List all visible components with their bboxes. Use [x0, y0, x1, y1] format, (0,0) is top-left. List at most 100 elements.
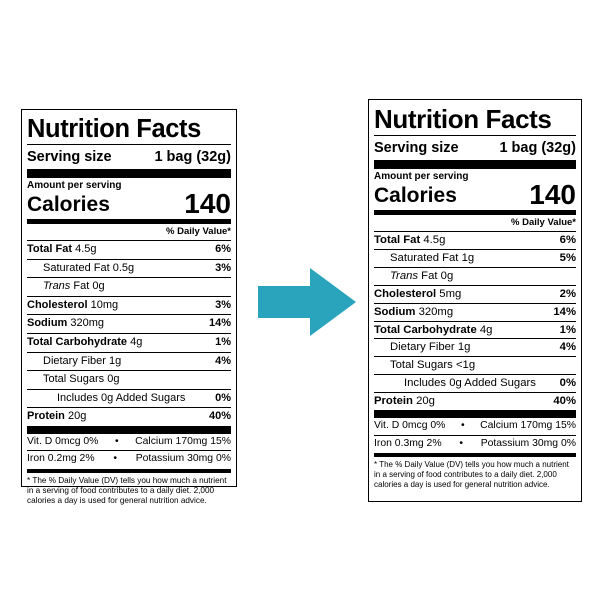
divider-thick: [27, 169, 231, 178]
nutrient-name: Total Fat: [374, 234, 421, 246]
nutrient-name: Protein: [27, 410, 65, 423]
daily-value-header: % Daily Value*: [374, 215, 576, 232]
divider-thick: [374, 410, 576, 419]
nutrient-name: Saturated Fat: [390, 251, 459, 264]
nutrient-dv: 6%: [215, 243, 231, 255]
bullet-separator: •: [113, 453, 117, 465]
vitamin-b: Potassium 30mg 0%: [135, 453, 231, 465]
nutrient-amount: 320mg: [70, 317, 105, 330]
nutrient-amount: 4.5g: [423, 234, 446, 246]
nutrient-amount: 1g: [457, 341, 471, 354]
nutrient-name: Protein: [374, 395, 413, 408]
nutrient-row-protein: Protein 20g 40%: [27, 408, 231, 426]
nutrient-amount: <1g: [455, 359, 476, 372]
nutrient-name: Dietary Fiber: [390, 341, 455, 354]
daily-value-header: % Daily Value*: [27, 224, 231, 241]
nutrient-row-total-sugars: Total Sugars 0g: [27, 371, 231, 390]
nutrient-name: Sodium: [374, 305, 416, 318]
calories-label: Calories: [374, 184, 457, 207]
vitamin-row: Iron 0.3mg 2% • Potassium 30mg 0%: [374, 436, 576, 453]
nutrient-name: Includes 0g Added Sugars: [57, 391, 186, 404]
vitamin-b: Calcium 170mg 15%: [480, 420, 576, 432]
footnote: * The % Daily Value (DV) tells you how m…: [374, 460, 569, 490]
nutrient-dv: 4%: [559, 341, 576, 354]
nutrient-name: Cholesterol: [27, 298, 88, 311]
divider-medium: [27, 468, 231, 473]
nutrient-amount: 320mg: [418, 305, 454, 318]
vitamin-row: Iron 0.2mg 2% • Potassium 30mg 0%: [27, 451, 231, 468]
nutrient-name-rest: Fat: [418, 269, 438, 282]
vitamin-row: Vit. D 0mcg 0% • Calcium 170mg 15%: [374, 418, 576, 436]
nutrient-dv: 0%: [215, 391, 231, 404]
nutrient-row-sodium: Sodium 320mg 14%: [27, 315, 231, 334]
nutrient-dv: 0%: [559, 377, 576, 390]
nutrient-row-protein: Protein 20g 40%: [374, 393, 576, 410]
divider-thick: [27, 425, 231, 434]
nutrient-amount: 20g: [416, 395, 435, 408]
nutrient-row-total-carbohydrate: Total Carbohydrate 4g 1%: [374, 322, 576, 340]
nutrient-name: Trans: [390, 269, 419, 282]
nutrient-amount: 10mg: [90, 298, 119, 311]
nutrient-row-total-fat: Total Fat 4.5g 6%: [374, 232, 576, 250]
nutrient-row-total-sugars: Total Sugars <1g: [374, 357, 576, 376]
serving-size-label: Serving size: [374, 140, 459, 156]
nutrient-name: Total Sugars: [43, 373, 105, 386]
divider-medium: [27, 219, 231, 224]
nutrient-amount: 0g: [92, 280, 105, 293]
vitamin-b: Potassium 30mg 0%: [480, 437, 576, 449]
calories-value: 140: [184, 188, 231, 219]
nutrition-label-before: Nutrition Facts Serving size 1 bag (32g)…: [21, 109, 237, 505]
nutrient-row-added-sugars: Includes 0g Added Sugars 0%: [27, 390, 231, 409]
nutrient-row-added-sugars: Includes 0g Added Sugars 0%: [374, 375, 576, 394]
vitamin-row: Vit. D 0mcg 0% • Calcium 170mg 15%: [27, 434, 231, 452]
nutrient-amount: 0g: [440, 269, 454, 282]
nutrient-dv: 4%: [215, 354, 231, 367]
nutrient-row-dietary-fiber: Dietary Fiber 1g 4%: [374, 339, 576, 358]
nutrient-dv: 6%: [559, 234, 576, 246]
nutrient-dv: 1%: [215, 335, 231, 348]
nutrient-amount: 0g: [107, 373, 120, 386]
divider-medium: [374, 210, 576, 215]
nutrient-row-cholesterol: Cholesterol 5mg 2%: [374, 286, 576, 304]
nutrient-amount: 1g: [461, 251, 475, 264]
calories-row: Calories 140: [374, 179, 576, 210]
serving-size-row: Serving size 1 bag (32g): [27, 145, 231, 167]
vitamin-a: Iron 0.3mg 2%: [374, 437, 442, 449]
nutrient-dv: 14%: [208, 317, 231, 330]
nutrient-dv: 40%: [208, 410, 231, 423]
nutrient-row-total-carbohydrate: Total Carbohydrate 4g 1%: [27, 334, 231, 353]
nutrient-name: Total Sugars: [390, 359, 453, 372]
nutrient-row-saturated-fat: Saturated Fat 1g 5%: [374, 250, 576, 268]
label-title: Nutrition Facts: [27, 114, 231, 145]
nutrient-name: Total Carbohydrate: [27, 335, 128, 348]
nutrient-amount: 0.5g: [112, 261, 135, 274]
calories-value: 140: [529, 179, 576, 210]
right-arrow-icon: [258, 268, 356, 336]
nutrient-name: Trans: [43, 280, 71, 293]
nutrient-name: Saturated Fat: [43, 261, 110, 274]
nutrient-row-trans-fat: Trans Fat 0g: [27, 278, 231, 297]
vitamin-a: Vit. D 0mcg 0%: [27, 435, 99, 447]
nutrient-dv: 40%: [553, 395, 576, 408]
nutrient-name: Dietary Fiber: [43, 354, 106, 367]
nutrient-amount: 4g: [130, 335, 143, 348]
serving-size-label: Serving size: [27, 149, 112, 165]
footnote: * The % Daily Value (DV) tells you how m…: [27, 475, 227, 505]
nutrient-dv: 3%: [215, 261, 231, 274]
nutrient-dv: 2%: [559, 287, 576, 300]
nutrient-amount: 20g: [67, 410, 87, 423]
nutrient-row-trans-fat: Trans Fat 0g: [374, 268, 576, 286]
vitamin-b: Calcium 170mg 15%: [135, 435, 231, 447]
divider-thick: [374, 160, 576, 169]
vitamin-a: Vit. D 0mcg 0%: [374, 420, 446, 432]
serving-size-row: Serving size 1 bag (32g): [374, 136, 576, 158]
nutrient-amount: 5mg: [439, 287, 462, 300]
bullet-separator: •: [114, 435, 119, 447]
nutrient-dv: 5%: [559, 251, 576, 264]
amount-per-serving: Amount per serving: [27, 180, 122, 191]
serving-size-value: 1 bag (32g): [499, 140, 576, 156]
nutrient-row-total-fat: Total Fat 4.5g 6%: [27, 241, 231, 260]
nutrient-name-rest: Fat: [70, 280, 90, 293]
nutrient-amount: 4.5g: [75, 243, 97, 255]
calories-row: Calories 140: [27, 188, 231, 219]
